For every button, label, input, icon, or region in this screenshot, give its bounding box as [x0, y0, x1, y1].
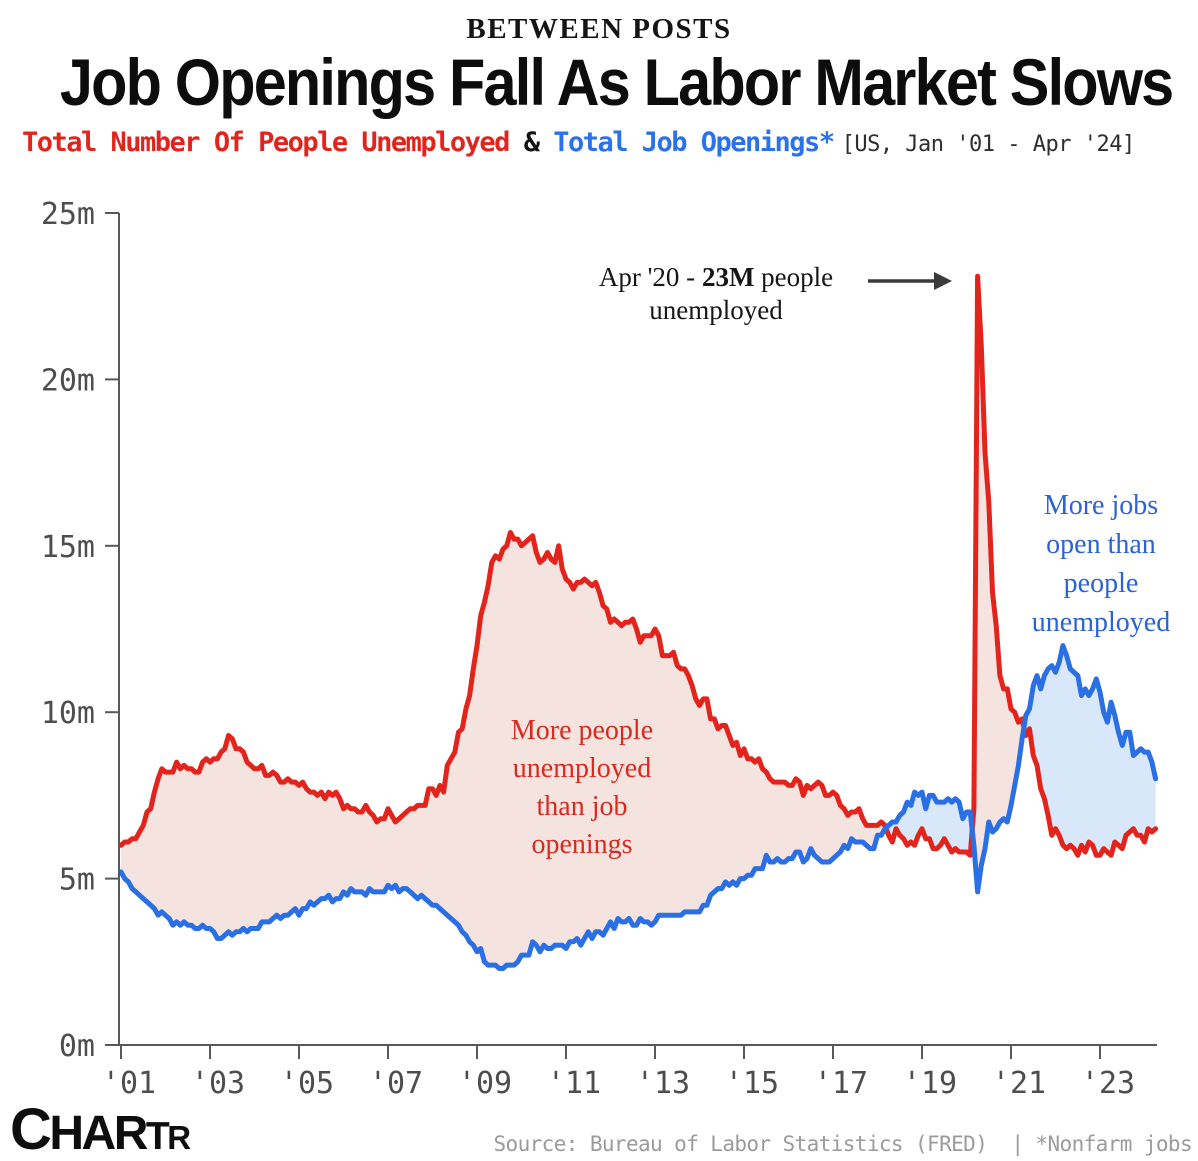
annotation-apr20: Apr '20 - 23M people unemployed	[551, 261, 881, 327]
legend-openings: Total Job Openings*	[553, 127, 835, 158]
x-tick-label: '15	[725, 1066, 779, 1101]
series-unemployed-line	[118, 273, 1159, 858]
y-tick-label: 10m	[41, 696, 95, 731]
x-tick-label: '11	[547, 1066, 601, 1101]
source-note: Source: Bureau of Labor Statistics (FRED…	[493, 1132, 1193, 1156]
series-openings-line	[118, 643, 1159, 971]
chartr-logo: CHARTR	[10, 1101, 191, 1161]
logo-part-3: T	[145, 1115, 170, 1158]
y-tick-label: 0m	[59, 1029, 95, 1064]
page-title: Job Openings Fall As Labor Market Slows	[59, 45, 1174, 119]
annotation-more-unemployed: More people unemployed than job openings	[510, 715, 654, 860]
x-tick-label: '07	[369, 1066, 423, 1101]
fill-more-unemployed	[972, 276, 1024, 892]
fill-more-openings	[1024, 645, 1156, 856]
kicker: BETWEEN POSTS	[466, 13, 732, 45]
annotation-apr20-prefix: Apr '20 -	[598, 262, 702, 292]
legend-date-range: [US, Jan '01 - Apr '24]	[841, 132, 1136, 157]
x-tick-label: '17	[814, 1066, 868, 1101]
x-tick-label: '01	[102, 1066, 156, 1101]
x-tick-label: '19	[903, 1066, 957, 1101]
annotation-apr20-value: 23M	[701, 262, 755, 292]
y-tick-label: 5m	[59, 863, 95, 898]
x-tick-label: '03	[191, 1066, 245, 1101]
legend-ampersand: &	[508, 127, 554, 158]
logo-part-4: R	[167, 1119, 191, 1156]
spike-arrow-head	[934, 272, 952, 290]
x-tick-label: '23	[1081, 1066, 1135, 1101]
annotation-apr20-line1: Apr '20 - 23M people	[551, 261, 881, 294]
annotation-apr20-suffix: people	[754, 262, 834, 292]
x-tick-label: '09	[458, 1066, 512, 1101]
x-tick-label: '13	[636, 1066, 690, 1101]
y-tick-label: 20m	[41, 363, 95, 398]
logo-part-1: C	[10, 1097, 52, 1161]
x-tick-label: '05	[280, 1066, 334, 1101]
logo-part-2: HAR	[49, 1107, 148, 1160]
legend: Total Number Of People Unemployed & Tota…	[22, 127, 1135, 158]
legend-unemployed: Total Number Of People Unemployed	[22, 127, 510, 158]
y-tick-label: 25m	[41, 197, 95, 232]
fill-more-unemployed	[121, 532, 886, 969]
annotation-apr20-line2: unemployed	[649, 295, 783, 325]
annotation-more-openings: More jobs open than people unemployed	[1031, 490, 1171, 638]
y-tick-label: 15m	[41, 530, 95, 565]
x-tick-label: '21	[992, 1066, 1046, 1101]
